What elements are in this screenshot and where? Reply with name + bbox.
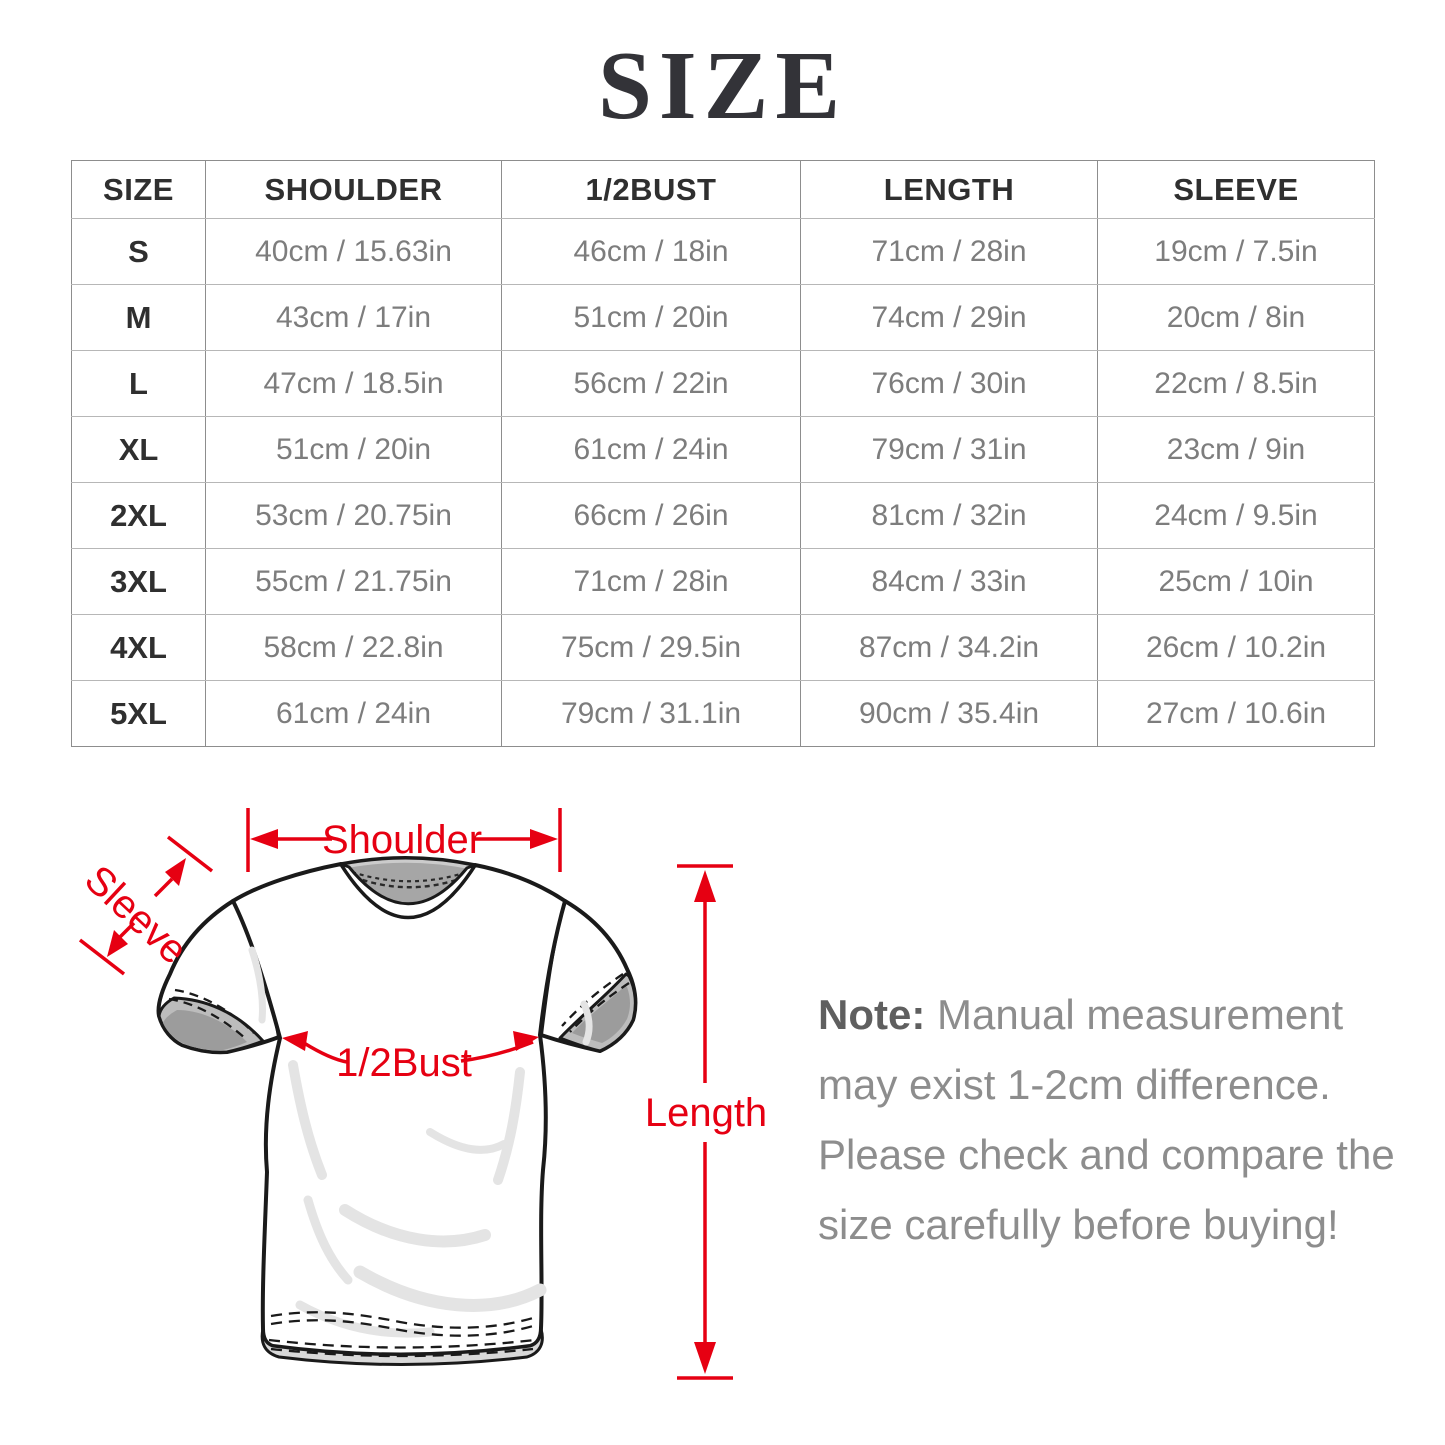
size-table: SIZE SHOULDER 1/2BUST LENGTH SLEEVE S 40… (71, 160, 1375, 747)
table-row: 2XL 53cm / 20.75in 66cm / 26in 81cm / 32… (71, 482, 1375, 549)
collar-stitch (351, 870, 465, 883)
measurement-note: Note: Manual measurement may exist 1-2cm… (818, 980, 1403, 1260)
table-row: M 43cm / 17in 51cm / 20in 74cm / 29in 20… (71, 284, 1375, 351)
table-cell: 61cm / 24in (205, 680, 502, 747)
left-cuff-shadow (163, 1010, 247, 1051)
sleeve-arrowhead-up-icon (165, 858, 186, 886)
table-cell: 76cm / 30in (800, 350, 1098, 417)
size-label-cell: 4XL (71, 614, 206, 681)
column-header-sleeve: SLEEVE (1097, 160, 1375, 219)
shoulder-label: Shoulder (322, 818, 482, 862)
table-cell: 74cm / 29in (800, 284, 1098, 351)
length-dimension: Length (645, 864, 767, 1380)
sleeve-arrowhead-down-icon (107, 930, 128, 957)
table-cell: 81cm / 32in (800, 482, 1098, 549)
table-cell: 58cm / 22.8in (205, 614, 502, 681)
sleeve-arrow-shaft (117, 921, 136, 940)
table-row: S 40cm / 15.63in 46cm / 18in 71cm / 28in… (71, 218, 1375, 285)
table-cell: 71cm / 28in (800, 218, 1098, 285)
table-cell: 51cm / 20in (205, 416, 502, 483)
table-cell: 56cm / 22in (501, 350, 801, 417)
size-label-cell: 3XL (71, 548, 206, 615)
hem-stitch (270, 1311, 534, 1329)
table-cell: 61cm / 24in (501, 416, 801, 483)
table-cell: 26cm / 10.2in (1097, 614, 1375, 681)
table-header-row: SIZE SHOULDER 1/2BUST LENGTH SLEEVE (71, 160, 1375, 219)
table-cell: 87cm / 34.2in (800, 614, 1098, 681)
length-label: Length (645, 1091, 767, 1135)
table-cell: 43cm / 17in (205, 284, 502, 351)
table-cell: 20cm / 8in (1097, 284, 1375, 351)
measurement-diagram: Shoulder Sleeve 1/2Bust Length (76, 808, 767, 1380)
size-label-cell: L (71, 350, 206, 417)
table-cell: 53cm / 20.75in (205, 482, 502, 549)
table-cell: 25cm / 10in (1097, 548, 1375, 615)
table-cell: 27cm / 10.6in (1097, 680, 1375, 747)
table-cell: 40cm / 15.63in (205, 218, 502, 285)
table-cell: 46cm / 18in (501, 218, 801, 285)
sleeve-tick-top (166, 835, 214, 873)
table-cell: 22cm / 8.5in (1097, 350, 1375, 417)
half-bust-label: 1/2Bust (336, 1041, 472, 1085)
table-cell: 90cm / 35.4in (800, 680, 1098, 747)
table-cell: 79cm / 31in (800, 416, 1098, 483)
column-header-size: SIZE (71, 160, 206, 219)
table-cell: 47cm / 18.5in (205, 350, 502, 417)
column-header-halfbust: 1/2BUST (501, 160, 801, 219)
length-arrowhead-up-icon (694, 870, 716, 902)
table-cell: 55cm / 21.75in (205, 548, 502, 615)
table-cell: 24cm / 9.5in (1097, 482, 1375, 549)
sleeve-arrow-shaft (153, 877, 174, 898)
table-cell: 51cm / 20in (501, 284, 801, 351)
column-header-shoulder: SHOULDER (205, 160, 502, 219)
collar-front-band (339, 862, 477, 919)
hem-stitch (270, 1319, 534, 1337)
hem-stitch (270, 1347, 534, 1358)
size-label-cell: 5XL (71, 680, 206, 747)
table-cell: 84cm / 33in (800, 548, 1098, 615)
bust-arrowhead-left-icon (282, 1031, 308, 1051)
sleeve-tick-bottom (78, 938, 126, 976)
table-row: 4XL 58cm / 22.8in 75cm / 29.5in 87cm / 3… (71, 614, 1375, 681)
length-arrowhead-down-icon (694, 1342, 716, 1374)
table-cell: 79cm / 31.1in (501, 680, 801, 747)
shoulder-arrowhead-left-icon (250, 829, 278, 849)
size-label-cell: S (71, 218, 206, 285)
table-cell: 75cm / 29.5in (501, 614, 801, 681)
right-cuff-stitch (561, 973, 624, 1027)
hem-stitch (268, 1338, 536, 1349)
table-cell: 71cm / 28in (501, 548, 801, 615)
shoulder-dimension: Shoulder (246, 808, 562, 872)
page-title: SIZE (597, 32, 848, 139)
table-row: XL 51cm / 20in 61cm / 24in 79cm / 31in 2… (71, 416, 1375, 483)
size-label-cell: XL (71, 416, 206, 483)
collar-stitch (353, 875, 463, 889)
bust-arrowhead-right-icon (513, 1031, 539, 1051)
note-text: Manual measurement may exist 1-2cm diffe… (818, 991, 1395, 1248)
table-cell: 66cm / 26in (501, 482, 801, 549)
tshirt-illustration (156, 856, 638, 1366)
table-cell: 23cm / 9in (1097, 416, 1375, 483)
size-label-cell: M (71, 284, 206, 351)
column-header-length: LENGTH (800, 160, 1098, 219)
bust-arrow-shaft (303, 1041, 348, 1064)
table-row: L 47cm / 18.5in 56cm / 22in 76cm / 30in … (71, 350, 1375, 417)
note-label: Note: (818, 991, 926, 1038)
table-row: 3XL 55cm / 21.75in 71cm / 28in 84cm / 33… (71, 548, 1375, 615)
shoulder-arrowhead-right-icon (530, 829, 558, 849)
left-cuff-stitch (168, 997, 247, 1040)
table-row: 5XL 61cm / 24in 79cm / 31.1in 90cm / 35.… (71, 680, 1375, 747)
right-cuff-stitch (569, 982, 630, 1033)
hem-band (260, 1327, 544, 1366)
table-cell: 19cm / 7.5in (1097, 218, 1375, 285)
half-bust-dimension: 1/2Bust (282, 1031, 539, 1085)
size-label-cell: 2XL (71, 482, 206, 549)
left-cuff-stitch (174, 988, 255, 1034)
